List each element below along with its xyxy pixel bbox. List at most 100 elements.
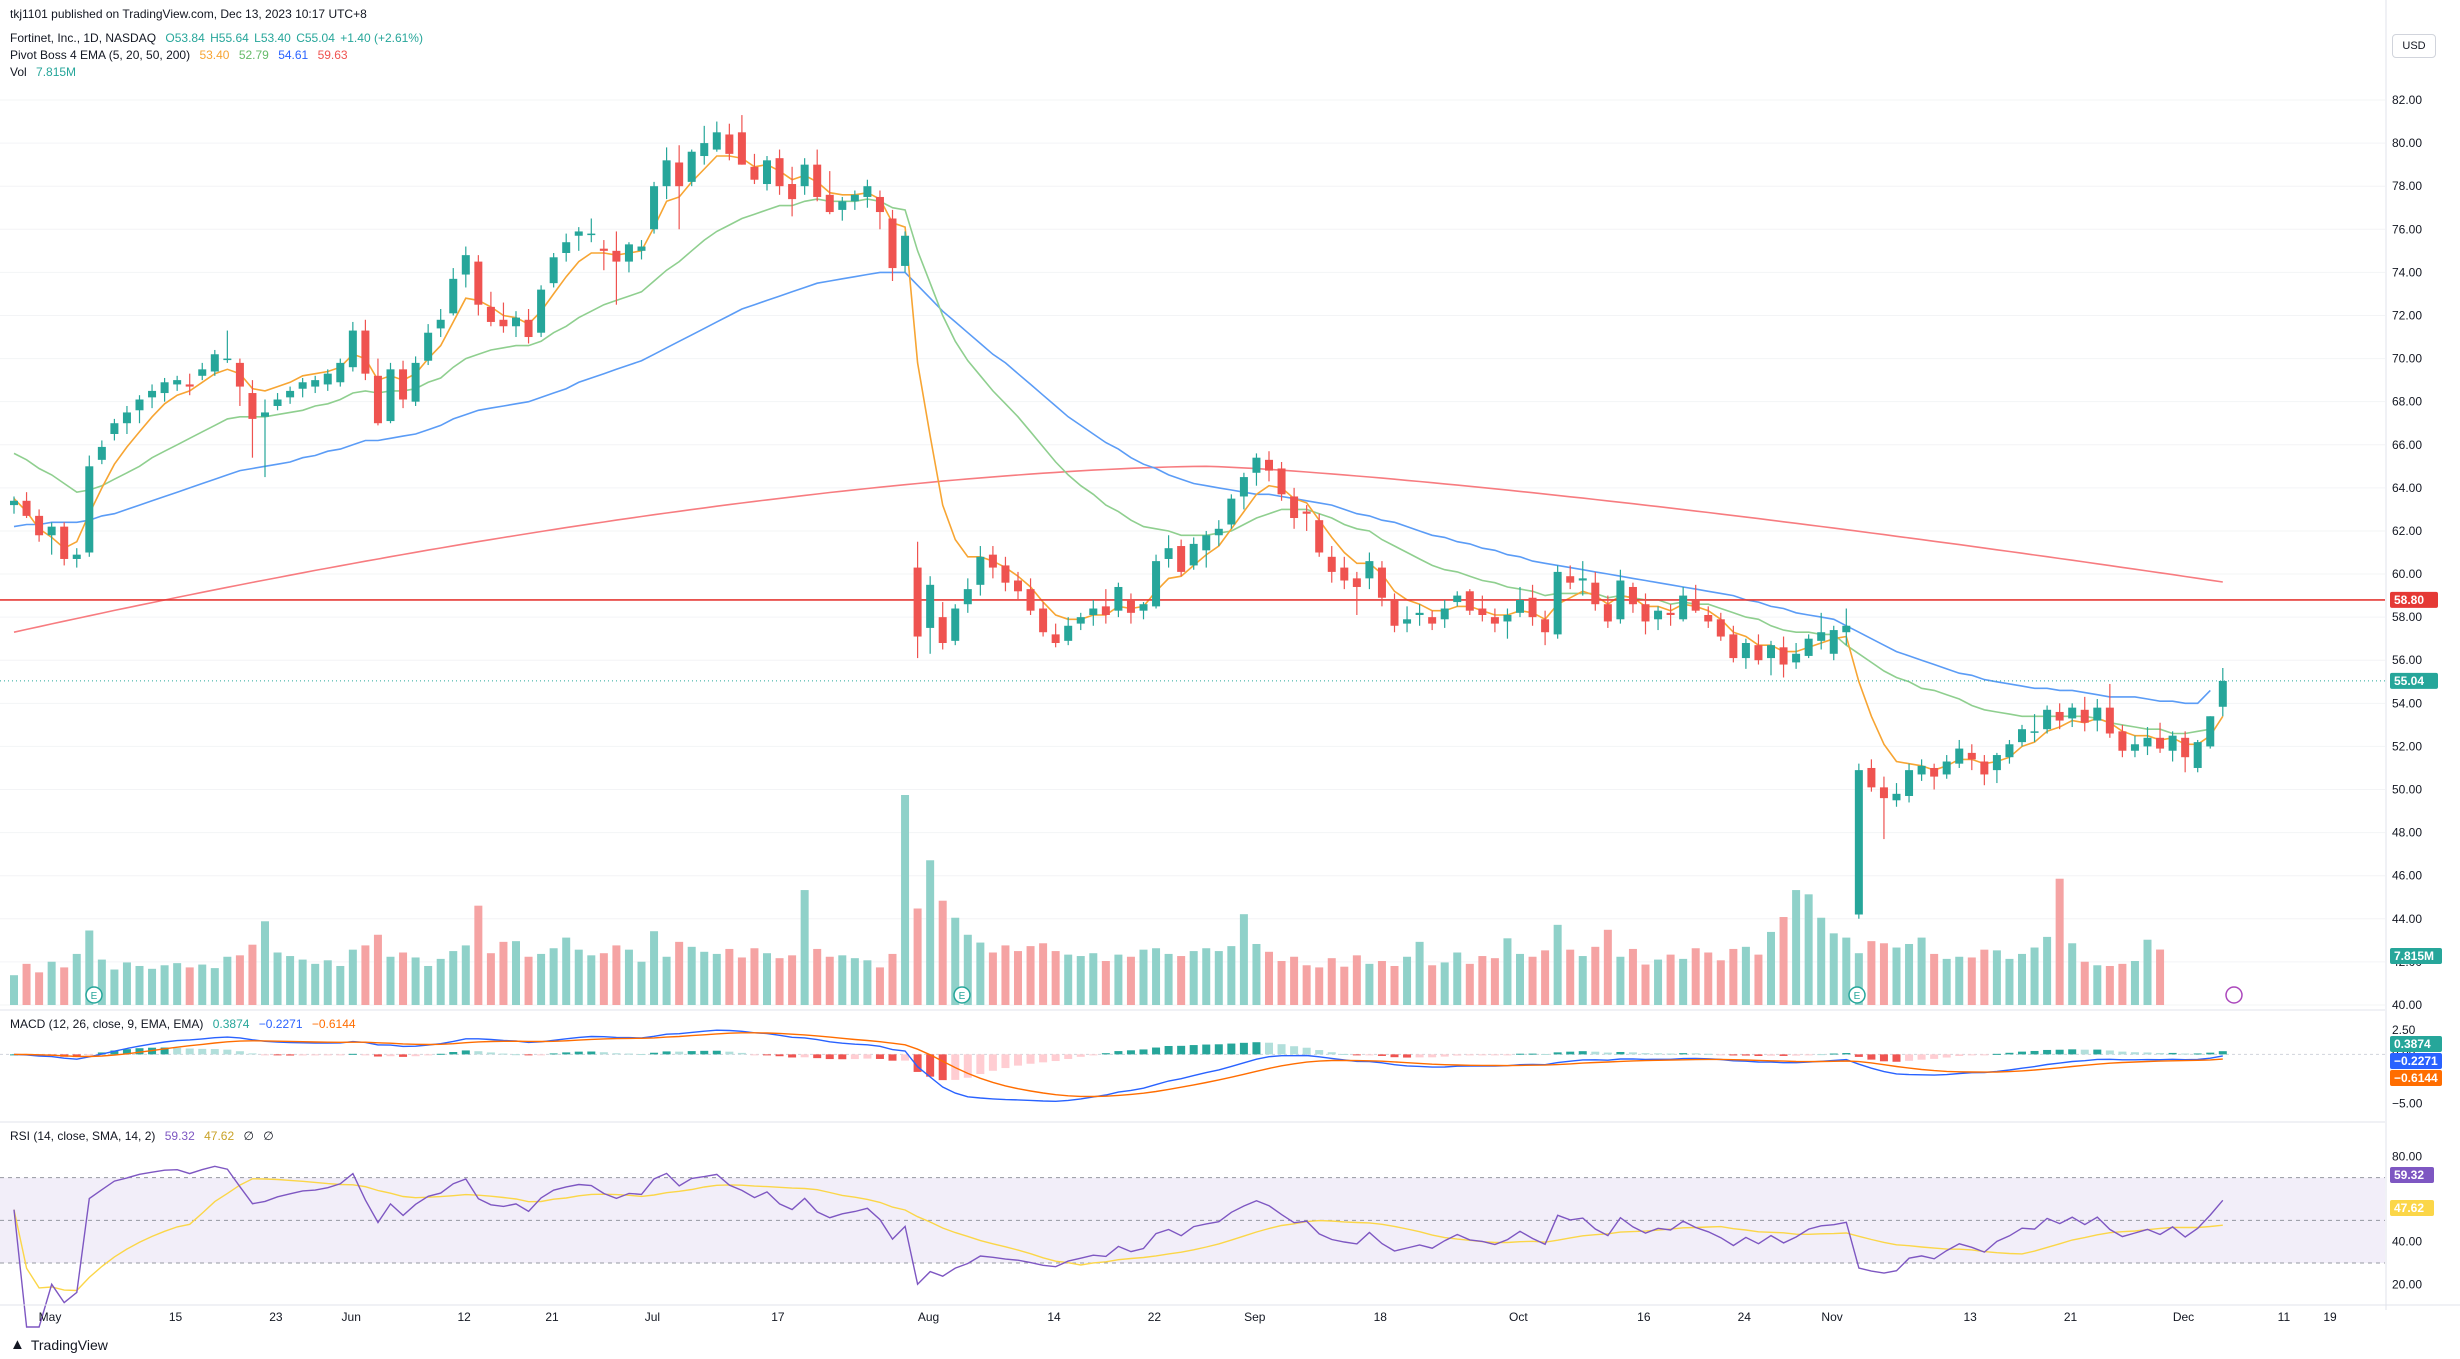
volume-title: Vol — [10, 65, 27, 79]
volume-bar — [148, 968, 157, 1005]
volume-bar — [2005, 958, 2014, 1005]
macd-histogram-bar — [1152, 1047, 1161, 1055]
macd-histogram-bar — [1967, 1054, 1976, 1056]
candle-body — [599, 248, 608, 251]
volume-bar — [737, 957, 746, 1005]
macd-histogram-bar — [2218, 1051, 2227, 1055]
time-tick-label: 13 — [1963, 1310, 1977, 1324]
macd-histogram-bar — [1603, 1052, 1612, 1055]
macd-histogram-bar — [1177, 1045, 1186, 1055]
low-value: L53.40 — [254, 31, 291, 45]
indicator-line — [13, 271, 2211, 705]
macd-histogram-bar — [1566, 1051, 1575, 1055]
macd-histogram-bar — [1026, 1054, 1035, 1064]
macd-histogram-bar — [813, 1054, 822, 1059]
volume-bar — [2030, 947, 2039, 1005]
candle-body — [2080, 709, 2089, 723]
macd-histogram-bar — [261, 1054, 269, 1056]
volume-bar — [373, 934, 382, 1005]
candle-body — [524, 319, 533, 338]
price-tick-label: 66.00 — [2392, 438, 2422, 452]
candle-body — [361, 330, 370, 374]
macd-histogram-bar — [1516, 1053, 1524, 1055]
volume-bar — [675, 941, 684, 1005]
volume-bar — [499, 941, 508, 1005]
macd-histogram-bar — [687, 1051, 696, 1055]
earnings-label: E — [91, 991, 98, 1002]
macd-tick-label: −5.00 — [2392, 1096, 2423, 1110]
volume-bar — [1503, 938, 1512, 1005]
volume-bar — [850, 958, 859, 1005]
candle-body — [2156, 737, 2165, 749]
earnings-icon — [953, 986, 971, 1004]
volume-bar — [963, 934, 972, 1005]
volume-bar — [311, 963, 320, 1005]
volume-bar — [512, 941, 520, 1005]
rsi-tick-label: 80.00 — [2392, 1149, 2422, 1163]
volume-bar — [775, 958, 784, 1005]
macd-histogram-bar — [988, 1054, 997, 1071]
volume-bar — [888, 953, 897, 1005]
level-price-tag — [2390, 591, 2438, 608]
volume-bar — [813, 948, 822, 1005]
candle-body — [1365, 561, 1374, 579]
macd-histogram-bar — [1039, 1054, 1048, 1063]
macd-histogram-bar — [1101, 1053, 1110, 1055]
candle-body — [2055, 711, 2064, 721]
price-tick-label: 72.00 — [2392, 308, 2422, 322]
volume-bar — [1014, 951, 1022, 1005]
macd-histogram-bar — [712, 1050, 721, 1055]
candle-body — [1051, 634, 1060, 643]
macd-histogram-bar — [1879, 1054, 1888, 1062]
volume-bar — [1214, 951, 1223, 1005]
price-tick-label: 52.00 — [2392, 739, 2422, 753]
candle-body — [1879, 787, 1888, 799]
candle-body — [763, 160, 771, 185]
volume-bar — [1315, 967, 1324, 1005]
time-tick-label: Aug — [918, 1310, 939, 1324]
candle-body — [1239, 477, 1248, 497]
volume-bar — [1026, 946, 1035, 1005]
volume-bar — [1101, 961, 1110, 1005]
volume-bar — [1716, 960, 1725, 1005]
candle-body — [2043, 709, 2052, 730]
volume-bar — [1779, 917, 1788, 1005]
candle-body — [1039, 608, 1048, 633]
currency-button[interactable]: USD — [2392, 34, 2436, 58]
time-tick-label: Jun — [342, 1310, 361, 1324]
volume-bar — [1666, 954, 1675, 1005]
candle-body — [399, 369, 408, 400]
candle-body — [411, 362, 420, 402]
macd-histogram-bar — [1327, 1052, 1336, 1055]
volume-bar — [1628, 948, 1637, 1005]
time-tick-label: 22 — [1148, 1310, 1162, 1324]
macd-histogram-bar — [273, 1054, 282, 1056]
volume-bar — [1189, 951, 1198, 1005]
candle-body — [1792, 653, 1801, 663]
candle-body — [1453, 595, 1462, 603]
volume-bar — [1992, 950, 2001, 1005]
volume-bar — [1578, 956, 1587, 1005]
candle-body — [838, 201, 847, 210]
volume-bar — [1490, 958, 1499, 1005]
macd-histogram-bar — [675, 1051, 684, 1055]
change-value: +1.40 (+2.61%) — [340, 31, 423, 45]
volume-bar — [2043, 936, 2052, 1005]
volume-bar — [424, 965, 433, 1005]
macd-histogram-bar — [223, 1049, 232, 1055]
macd-histogram-bar — [1503, 1054, 1512, 1056]
macd-histogram-bar — [1453, 1054, 1462, 1056]
candle-body — [1189, 543, 1198, 566]
candle-body — [725, 134, 734, 154]
volume-bar — [2093, 965, 2102, 1005]
volume-bar — [223, 956, 232, 1005]
volume-bar — [750, 948, 759, 1005]
macd-tag-text: 0.3874 — [2394, 1037, 2431, 1051]
volume-bar — [612, 945, 621, 1005]
candle-body — [148, 390, 157, 398]
macd-histogram-bar — [173, 1047, 182, 1055]
candle-body — [1139, 604, 1148, 611]
macd-histogram-bar — [574, 1051, 583, 1055]
